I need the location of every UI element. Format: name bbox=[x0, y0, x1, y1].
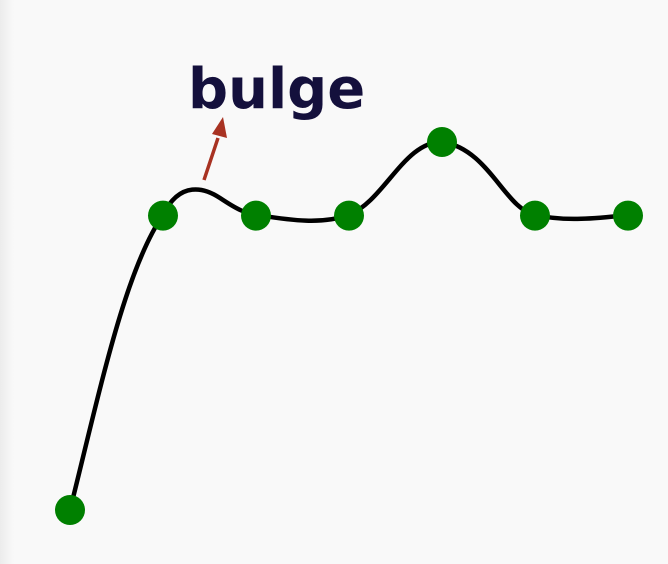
spline-curve bbox=[67, 139, 631, 513]
bulge-label: bulge bbox=[188, 57, 365, 122]
control-point-1 bbox=[55, 495, 85, 525]
control-point-7 bbox=[613, 200, 643, 231]
control-point-3 bbox=[241, 200, 271, 231]
bulge-arrow bbox=[202, 117, 227, 181]
arrow-head bbox=[212, 117, 227, 138]
control-point-2 bbox=[148, 200, 178, 231]
control-point-4 bbox=[334, 200, 364, 231]
control-point-5 bbox=[427, 127, 457, 157]
control-points bbox=[55, 127, 643, 525]
left-edge-shadow bbox=[0, 0, 14, 564]
control-point-6 bbox=[520, 200, 550, 231]
